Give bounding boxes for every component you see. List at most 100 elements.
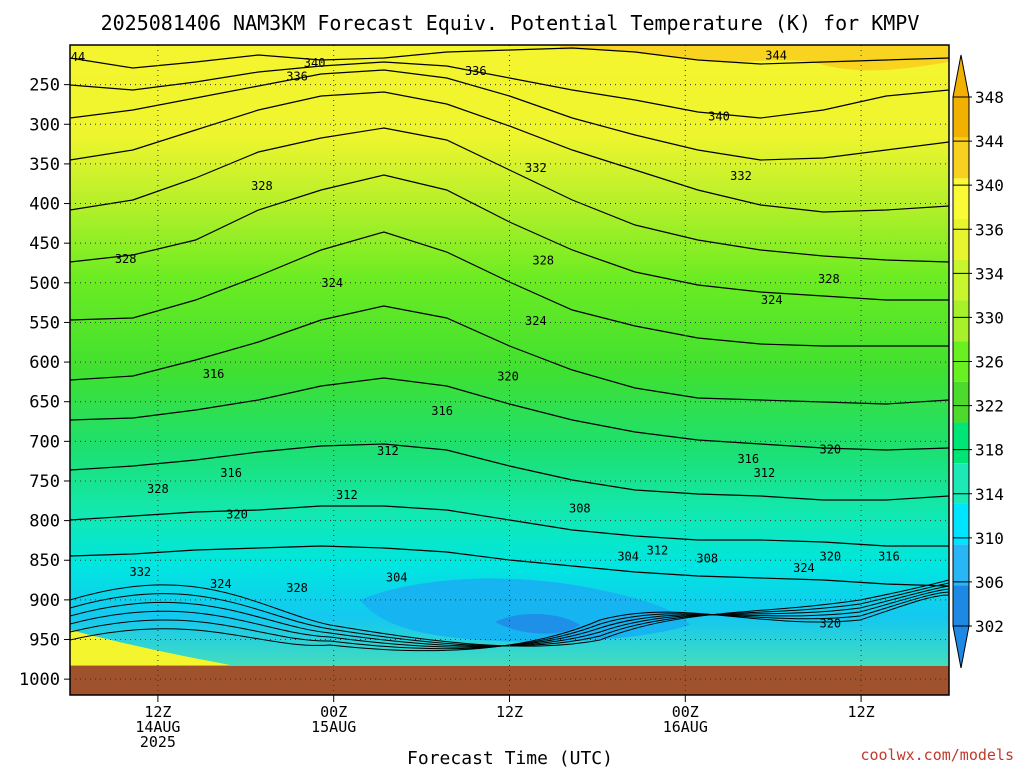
y-tick-label: 750	[29, 472, 60, 492]
contour-label: 316	[878, 549, 900, 563]
y-tick-label: 350	[29, 155, 60, 175]
colorbar-label: 306	[975, 573, 1004, 592]
contour-label: 332	[525, 161, 547, 175]
colorbar-segment	[953, 422, 969, 464]
colorbar-label: 326	[975, 353, 1004, 372]
contour-line-1	[70, 61, 949, 119]
colorbar-bottom-arrow	[952, 625, 970, 669]
contour-label: 328	[532, 254, 554, 268]
surface-warm-patch	[70, 630, 230, 665]
colorbar-label: 348	[975, 88, 1004, 107]
colorbar-segment	[953, 300, 969, 342]
contour-label: 324	[793, 561, 815, 575]
y-tick-label: 550	[29, 313, 60, 333]
colorbar: 348 344 340 336 334 330 326 322 318 314 310 306 302	[952, 54, 1004, 669]
x-tick-label: 15AUG	[311, 718, 356, 736]
low-contour-1	[70, 582, 949, 647]
contour-line-5	[70, 174, 949, 301]
y-tick-label: 950	[29, 631, 60, 651]
contour-label: 332	[129, 565, 151, 579]
y-axis: 250 300 350 400 450 500 550 600 650 700 750 800 850 9…	[19, 76, 70, 690]
y-tick-label: 850	[29, 551, 60, 571]
colorbar-label: 334	[975, 264, 1004, 283]
grid-lines	[70, 45, 949, 695]
y-tick-label: 600	[29, 353, 60, 373]
top-band-344	[70, 45, 949, 71]
contour-label: 336	[286, 70, 308, 84]
contour-label: 320	[819, 442, 841, 456]
y-tick-label: 1000	[19, 670, 60, 690]
x-tick-label: 2025	[140, 733, 176, 751]
x-tick-label: 14AUG	[135, 718, 180, 736]
contour-label: 336	[465, 64, 487, 78]
contour-label: 328	[115, 252, 137, 266]
low-contour-4	[70, 591, 949, 650]
contour-label: 312	[754, 466, 776, 480]
x-tick-label: 00Z	[320, 703, 347, 721]
colorbar-segment	[953, 97, 969, 138]
y-tick-label: 450	[29, 234, 60, 254]
contour-label: 304	[386, 571, 408, 585]
x-tick-label: 16AUG	[663, 718, 708, 736]
x-tick-label: 00Z	[672, 703, 699, 721]
y-tick-label: 300	[29, 115, 60, 135]
colorbar-label: 322	[975, 397, 1004, 416]
contour-label: 344	[765, 48, 787, 62]
colorbar-label: 310	[975, 529, 1004, 548]
contour-label: 324	[525, 314, 547, 328]
colorbar-label: 302	[975, 617, 1004, 636]
contour-label: 324	[761, 293, 783, 307]
contour-label: 320	[819, 617, 841, 631]
colorbar-segment	[953, 137, 969, 179]
colorbar-segment	[953, 585, 969, 626]
y-tick-label: 500	[29, 274, 60, 294]
colorbar-segment	[953, 178, 969, 220]
contour-label: 328	[251, 179, 273, 193]
credit-text: coolwx.com/models	[860, 746, 1014, 764]
contour-label: 316	[737, 452, 759, 466]
contour-label: 320	[226, 507, 248, 521]
colorbar-segment	[953, 259, 969, 301]
contour-label: 344	[64, 50, 86, 64]
colorbar-label: 340	[975, 176, 1004, 195]
contour-label: 316	[431, 404, 453, 418]
contour-label: 316	[203, 367, 225, 381]
chart-title: 2025081406 NAM3KM Forecast Equiv. Potent…	[101, 11, 920, 35]
contour-label: 328	[147, 482, 169, 496]
y-tick-label: 900	[29, 591, 60, 611]
contour-label: 324	[210, 577, 232, 591]
colorbar-segment	[953, 219, 969, 260]
x-tick-label: 12Z	[496, 703, 523, 721]
colorbar-label: 318	[975, 441, 1004, 460]
contour-label: 320	[819, 549, 841, 563]
low-level-deep-blue	[495, 614, 580, 634]
x-axis-title: Forecast Time (UTC)	[407, 748, 613, 768]
low-contour-2	[70, 585, 949, 647]
y-tick-label: 700	[29, 432, 60, 452]
colorbar-segment	[953, 381, 969, 423]
contour-label: 304	[617, 549, 639, 563]
y-tick-label: 400	[29, 195, 60, 215]
colorbar-label: 344	[975, 132, 1004, 151]
colorbar-label: 314	[975, 485, 1004, 504]
colorbar-label: 336	[975, 220, 1004, 239]
contour-label: 332	[730, 169, 752, 183]
low-contour-5	[70, 594, 949, 652]
contour-label: 340	[304, 56, 326, 70]
contour-label: 312	[647, 544, 669, 558]
contour-label: 340	[708, 109, 730, 123]
colorbar-top-arrow	[952, 54, 970, 98]
contour-label: 328	[286, 581, 308, 595]
contour-label: 316	[220, 466, 242, 480]
x-tick-label: 12Z	[848, 703, 875, 721]
contour-label: 308	[569, 502, 591, 516]
y-tick-label: 250	[29, 76, 60, 96]
contour-line-8	[70, 377, 949, 451]
contour-label: 324	[321, 276, 343, 290]
y-tick-label: 800	[29, 512, 60, 532]
y-tick-label: 650	[29, 393, 60, 413]
contour-label: 312	[377, 444, 399, 458]
